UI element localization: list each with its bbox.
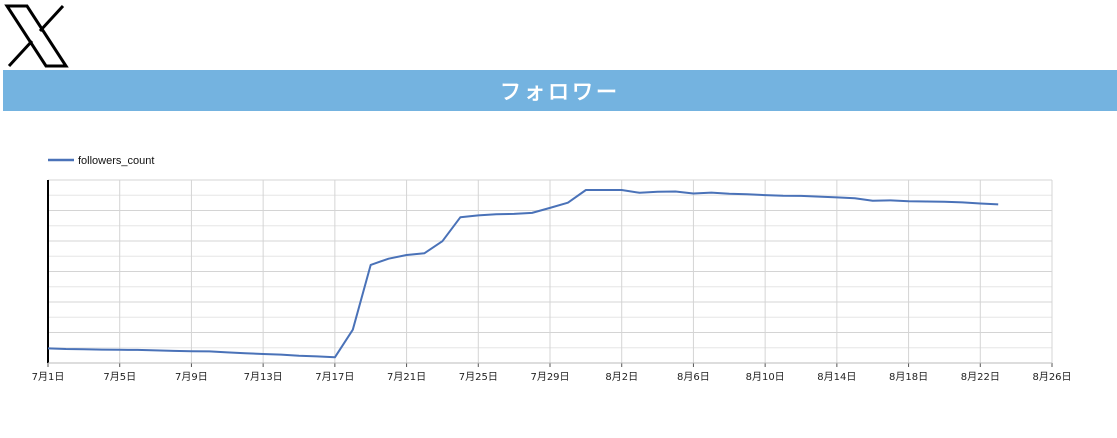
x-tick-label: 7月25日 (459, 371, 498, 383)
x-tick-label: 7月17日 (315, 371, 354, 383)
x-tick-label: 7月1日 (32, 371, 65, 383)
x-tick-label: 8月14日 (817, 371, 856, 383)
x-tick-label: 8月2日 (605, 371, 638, 383)
x-tick-label: 7月5日 (103, 371, 136, 383)
x-logo-icon (3, 3, 69, 69)
legend-label: followers_count (78, 155, 154, 167)
x-tick-label: 8月6日 (677, 371, 710, 383)
series-line-followers_count (47, 189, 999, 359)
x-tick-label: 8月10日 (746, 371, 785, 383)
x-tick-label: 7月29日 (530, 371, 569, 383)
x-tick-label: 7月13日 (244, 371, 283, 383)
x-tick-label: 7月9日 (175, 371, 208, 383)
x-tick-label: 8月18日 (889, 371, 928, 383)
x-tick-label: 8月26日 (1032, 371, 1071, 383)
x-tick-label: 7月21日 (387, 371, 426, 383)
page-title: フォロワー (500, 79, 620, 104)
x-tick-label: 8月22日 (961, 371, 1000, 383)
title-banner: フォロワー (3, 70, 1117, 111)
